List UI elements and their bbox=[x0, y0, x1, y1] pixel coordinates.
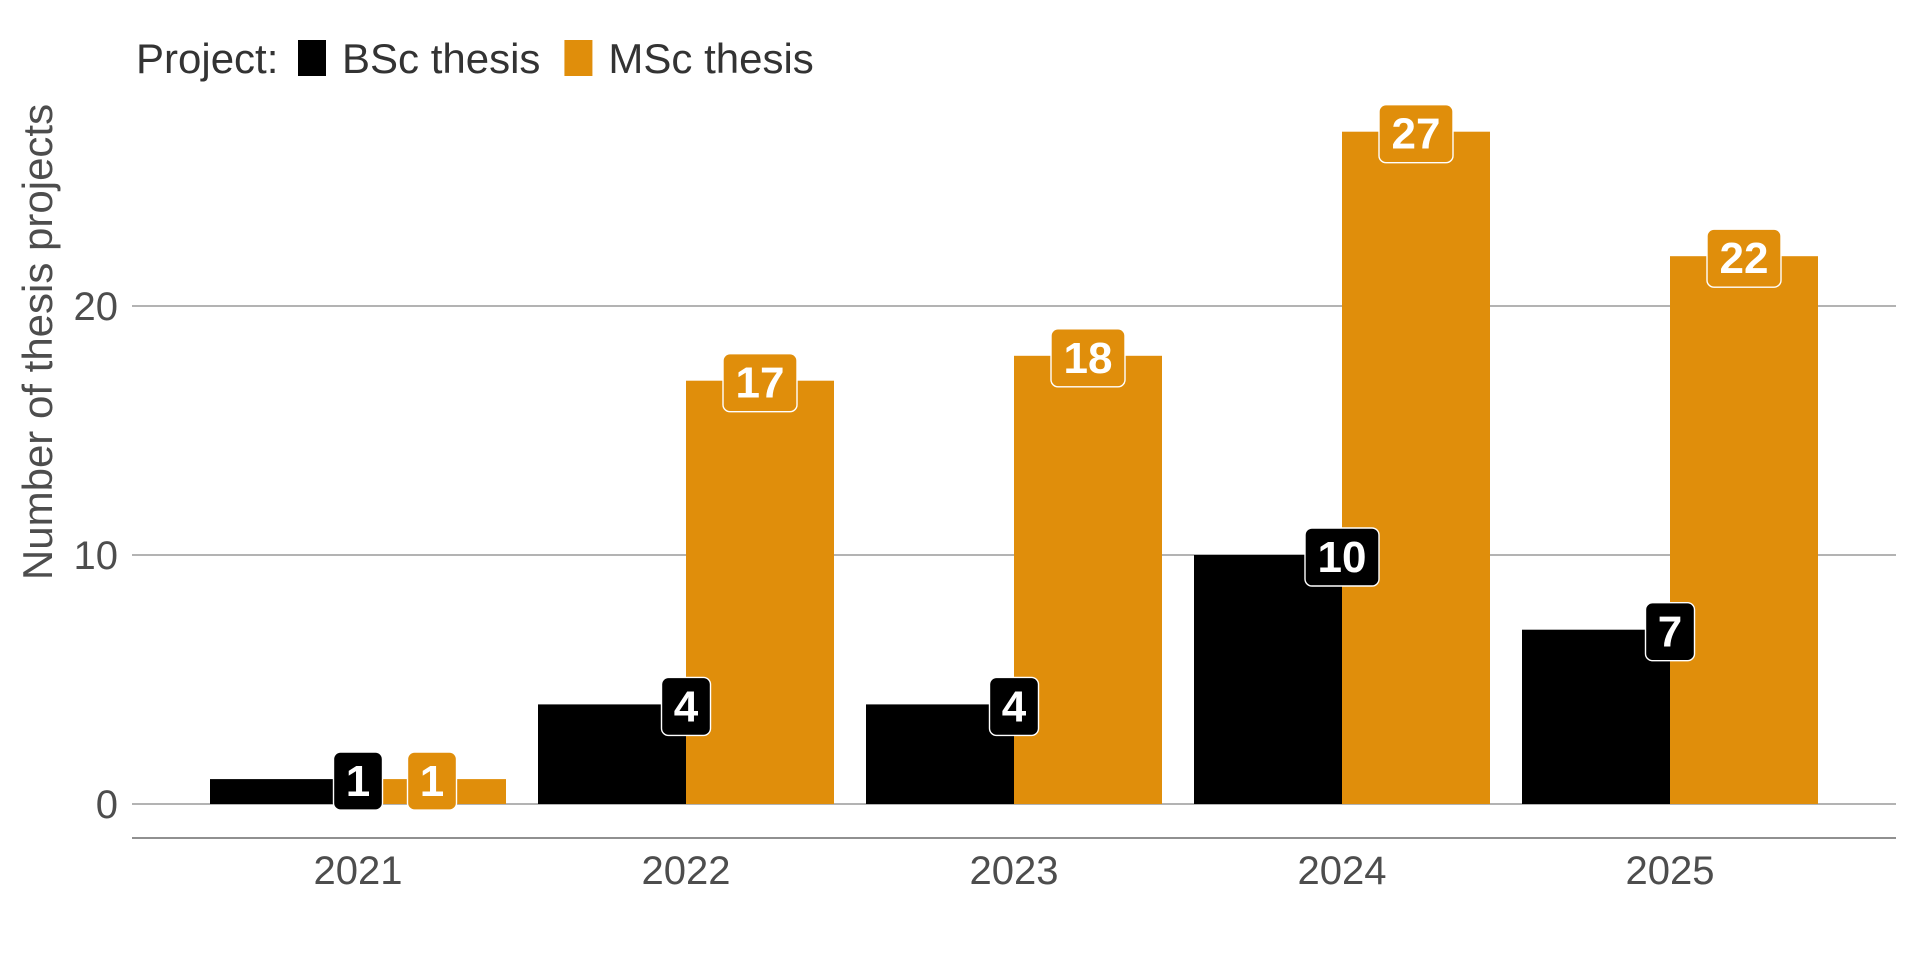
data-label-box bbox=[1378, 103, 1454, 164]
data-label: 4 bbox=[674, 682, 699, 731]
data-label-box bbox=[1050, 328, 1126, 388]
legend-key-msc-thesis bbox=[564, 40, 593, 76]
data-label-box bbox=[406, 751, 458, 811]
data-label-box bbox=[1706, 228, 1782, 288]
data-label-box bbox=[988, 676, 1040, 737]
data-label: 4 bbox=[1002, 682, 1027, 731]
data-label-box bbox=[660, 676, 712, 737]
x-tick-label: 2025 bbox=[1626, 849, 1715, 893]
legend-key-bsc-thesis bbox=[298, 40, 326, 76]
bar-msc-thesis-2024 bbox=[1342, 131, 1490, 804]
data-label: 27 bbox=[1392, 110, 1441, 159]
y-tick-label: 20 bbox=[74, 285, 119, 329]
bar-msc-thesis-2023 bbox=[1014, 355, 1162, 804]
data-labels: 1 1 4 17 4 18 10 27 7 22 bbox=[332, 103, 1782, 811]
bar-msc-thesis-2022 bbox=[686, 380, 834, 804]
x-tick-label: 2021 bbox=[314, 849, 403, 893]
legend: Project: BSc thesis MSc thesis bbox=[136, 35, 814, 82]
data-label-box bbox=[332, 751, 384, 811]
bar-bsc-thesis-2024 bbox=[1194, 555, 1342, 804]
data-label: 7 bbox=[1658, 608, 1682, 657]
x-tick-label: 2024 bbox=[1298, 849, 1387, 893]
data-label: 22 bbox=[1720, 234, 1769, 283]
bar-bsc-thesis-2025 bbox=[1522, 629, 1670, 804]
data-label-box bbox=[1644, 602, 1696, 662]
legend-title: Project: bbox=[136, 35, 278, 82]
y-axis-ticks: 0 10 20 bbox=[74, 285, 119, 827]
legend-label: BSc thesis bbox=[342, 35, 540, 82]
y-tick-label: 0 bbox=[96, 783, 118, 827]
bar-msc-thesis-2025 bbox=[1670, 256, 1818, 804]
data-label: 17 bbox=[736, 359, 785, 408]
data-label-box bbox=[1304, 527, 1380, 587]
legend-label: MSc thesis bbox=[608, 35, 813, 82]
data-label-box bbox=[722, 353, 798, 413]
data-label: 1 bbox=[346, 757, 370, 806]
y-axis-label: Number of thesis projects bbox=[14, 104, 61, 580]
data-label: 10 bbox=[1318, 533, 1367, 582]
x-tick-label: 2022 bbox=[642, 849, 731, 893]
data-label: 18 bbox=[1064, 334, 1113, 383]
x-axis-ticks: 2021 2022 2023 2024 2025 bbox=[314, 849, 1715, 893]
y-tick-label: 10 bbox=[74, 534, 119, 578]
data-label: 1 bbox=[420, 757, 444, 806]
x-tick-label: 2023 bbox=[970, 849, 1059, 893]
